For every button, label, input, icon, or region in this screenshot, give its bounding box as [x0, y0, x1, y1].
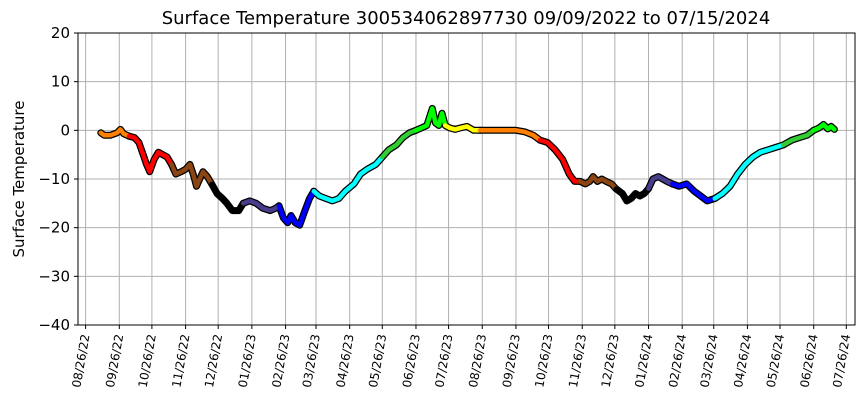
y-tick-label: 0 — [60, 121, 70, 139]
series-line-5 — [276, 188, 317, 228]
x-tick-label: 07/26/24 — [830, 333, 853, 389]
x-tick-label: 01/26/23 — [236, 333, 259, 389]
x-tick-label: 12/26/22 — [202, 333, 225, 389]
y-tick-label: −10 — [38, 170, 70, 188]
y-axis-label: Surface Temperature — [10, 101, 28, 258]
series-lines — [98, 106, 837, 228]
series-outline-11 — [536, 136, 584, 185]
series-line-1 — [126, 133, 174, 174]
y-tick-label: −20 — [38, 219, 70, 237]
series-line-15 — [670, 181, 718, 204]
x-tick-label: 05/26/23 — [366, 333, 389, 389]
x-tick-label: 12/26/23 — [599, 333, 622, 389]
series-line-2 — [169, 162, 214, 189]
series-line-4 — [240, 198, 282, 213]
y-axis-ticks: 20 10 0 −10 −20 −30 −40 — [38, 24, 78, 334]
x-tick-label: 04/26/23 — [333, 333, 356, 389]
series-line-10 — [477, 128, 543, 143]
y-tick-label: −40 — [38, 316, 70, 334]
series-line-11 — [537, 137, 583, 184]
x-tick-label: 06/26/23 — [400, 333, 423, 389]
grid-lines — [78, 32, 855, 326]
series-line-6 — [311, 154, 385, 204]
series-line-16 — [712, 142, 786, 201]
series-line-13 — [613, 186, 651, 204]
x-tick-label: 02/26/23 — [269, 333, 292, 389]
x-tick-label: 09/26/23 — [500, 333, 523, 389]
x-tick-label: 01/26/24 — [632, 333, 655, 389]
x-tick-label: 08/26/22 — [69, 333, 92, 389]
series-line-7 — [380, 128, 419, 160]
x-tick-label: 05/26/24 — [764, 333, 787, 389]
series-line-17 — [781, 128, 816, 148]
x-tick-label: 10/26/22 — [136, 333, 159, 389]
x-tick-label: 11/26/23 — [566, 333, 589, 389]
y-tick-label: −30 — [38, 267, 70, 285]
series-line-18 — [811, 122, 837, 133]
x-axis-ticks: 08/26/22 09/26/22 10/26/22 11/26/22 12/26/22… — [69, 325, 853, 389]
x-tick-label: 08/26/23 — [466, 333, 489, 389]
series-line-3 — [209, 181, 246, 213]
x-tick-label: 09/26/22 — [103, 333, 126, 389]
y-tick-label: 10 — [51, 73, 70, 91]
x-tick-label: 07/26/23 — [432, 333, 455, 389]
series-line-9 — [443, 123, 483, 133]
x-tick-label: 11/26/22 — [169, 333, 192, 389]
x-tick-label: 04/26/24 — [731, 333, 754, 389]
series-line-12 — [577, 174, 619, 191]
chart-title: Surface Temperature 300534062897730 09/0… — [162, 8, 771, 29]
x-tick-label: 02/26/24 — [666, 333, 689, 389]
series-line-8 — [413, 106, 448, 133]
x-tick-label: 03/26/23 — [300, 333, 323, 389]
series-line-0 — [98, 127, 132, 139]
y-tick-label: 20 — [51, 24, 70, 42]
series-line-14 — [646, 174, 675, 191]
x-tick-label: 10/26/23 — [532, 333, 555, 389]
x-tick-label: 06/26/24 — [798, 333, 821, 389]
x-tick-label: 03/26/24 — [698, 333, 721, 389]
